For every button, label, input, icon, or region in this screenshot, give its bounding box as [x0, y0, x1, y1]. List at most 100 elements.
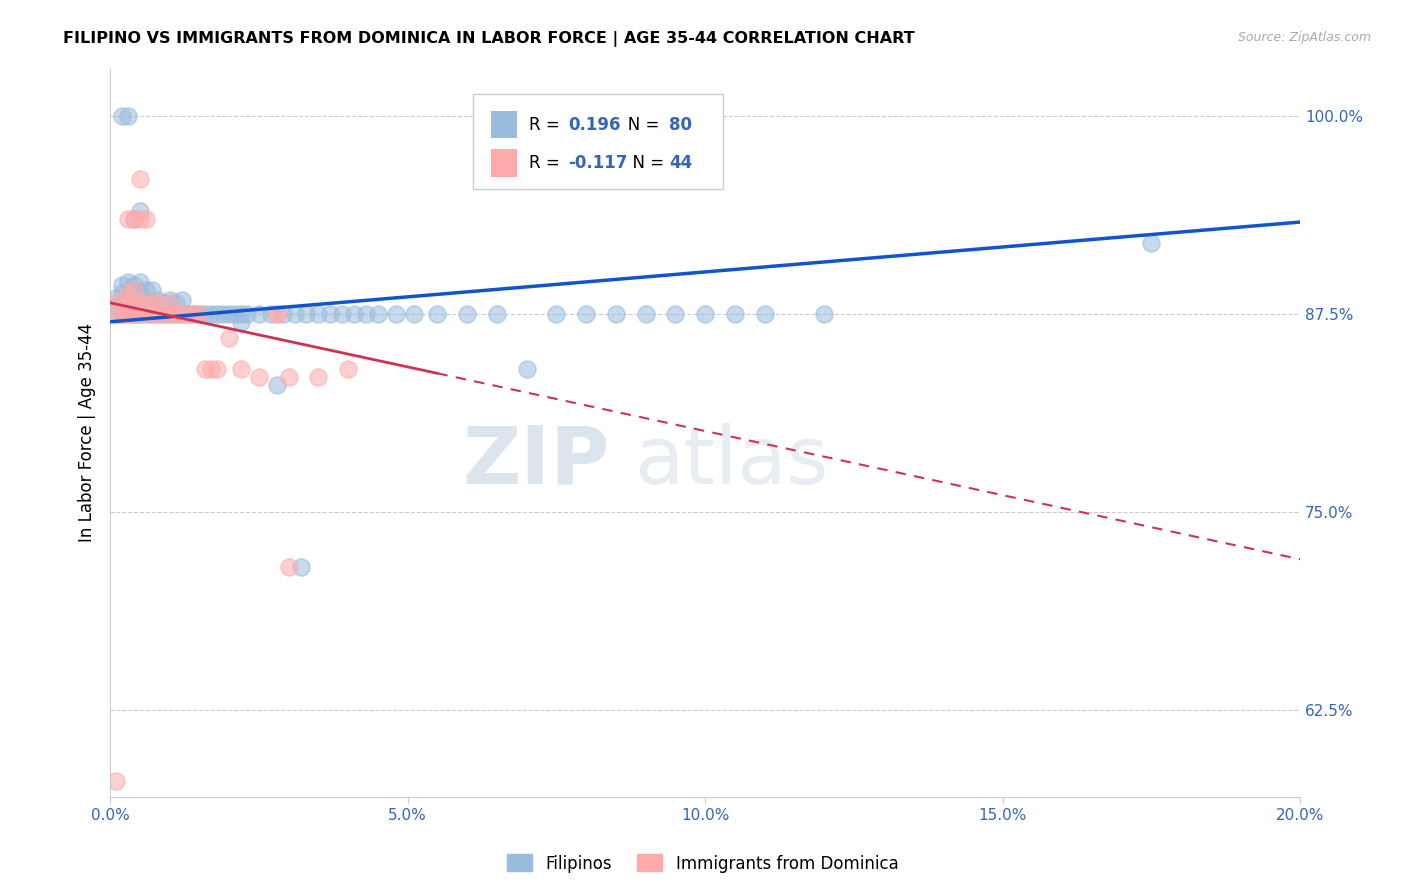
Point — [176, 307, 198, 321]
Point — [319, 307, 342, 321]
Point — [575, 307, 598, 321]
Point — [152, 307, 174, 321]
Point — [456, 307, 478, 321]
Point — [152, 295, 174, 310]
Point — [546, 307, 568, 321]
Point — [229, 315, 252, 329]
Text: atlas: atlas — [634, 423, 828, 500]
Point — [117, 286, 139, 301]
Point — [146, 293, 169, 307]
Point — [122, 283, 145, 297]
Point — [176, 307, 198, 321]
Point — [141, 295, 163, 310]
Point — [111, 109, 134, 123]
Point — [307, 307, 329, 321]
Point — [384, 307, 406, 321]
Point — [813, 307, 835, 321]
Point — [122, 278, 145, 293]
Legend: Filipinos, Immigrants from Dominica: Filipinos, Immigrants from Dominica — [501, 847, 905, 880]
Point — [122, 211, 145, 226]
Point — [105, 291, 128, 305]
Text: FILIPINO VS IMMIGRANTS FROM DOMINICA IN LABOR FORCE | AGE 35-44 CORRELATION CHAR: FILIPINO VS IMMIGRANTS FROM DOMINICA IN … — [63, 31, 915, 47]
Point — [183, 307, 205, 321]
Point — [1140, 235, 1163, 250]
Text: 80: 80 — [669, 116, 692, 134]
Point — [146, 307, 169, 321]
Point — [111, 295, 134, 310]
Point — [117, 109, 139, 123]
Point — [307, 370, 329, 384]
Point — [236, 307, 259, 321]
Point — [117, 307, 139, 321]
Point — [224, 307, 246, 321]
Text: R =: R = — [529, 116, 565, 134]
Point — [188, 307, 211, 321]
Point — [159, 293, 181, 307]
Point — [141, 295, 163, 310]
Point — [165, 307, 187, 321]
Point — [343, 307, 366, 321]
Point — [122, 286, 145, 301]
FancyBboxPatch shape — [491, 149, 517, 177]
Point — [122, 299, 145, 313]
Point — [135, 283, 157, 297]
Point — [117, 211, 139, 226]
Point — [152, 307, 174, 321]
Point — [105, 307, 128, 321]
Point — [200, 362, 222, 376]
Point — [117, 307, 139, 321]
Point — [170, 293, 193, 307]
Point — [117, 286, 139, 301]
Point — [605, 307, 627, 321]
Point — [122, 211, 145, 226]
Point — [117, 295, 139, 310]
Point — [212, 307, 235, 321]
Point — [277, 370, 299, 384]
Point — [634, 307, 657, 321]
Point — [188, 307, 211, 321]
Point — [277, 560, 299, 574]
Point — [165, 295, 187, 310]
Point — [207, 362, 229, 376]
Point — [194, 362, 217, 376]
Point — [218, 307, 240, 321]
Point — [135, 307, 157, 321]
Point — [105, 295, 128, 310]
Text: ZIP: ZIP — [463, 423, 610, 500]
Point — [207, 307, 229, 321]
Y-axis label: In Labor Force | Age 35-44: In Labor Force | Age 35-44 — [79, 323, 96, 542]
Point — [135, 295, 157, 310]
Point — [266, 307, 288, 321]
Point — [141, 307, 163, 321]
Point — [165, 307, 187, 321]
Point — [200, 307, 222, 321]
Text: Source: ZipAtlas.com: Source: ZipAtlas.com — [1237, 31, 1371, 45]
Point — [247, 307, 270, 321]
Point — [117, 275, 139, 289]
Point — [111, 307, 134, 321]
Point — [485, 307, 508, 321]
Point — [129, 211, 152, 226]
Text: N =: N = — [612, 116, 665, 134]
Point — [724, 307, 747, 321]
Point — [122, 307, 145, 321]
Point — [159, 307, 181, 321]
Text: R =: R = — [529, 154, 565, 172]
FancyBboxPatch shape — [472, 94, 723, 189]
Point — [170, 307, 193, 321]
Point — [111, 307, 134, 321]
Text: 0.196: 0.196 — [568, 116, 621, 134]
Point — [122, 307, 145, 321]
Point — [141, 307, 163, 321]
Point — [122, 295, 145, 310]
Point — [159, 307, 181, 321]
Point — [330, 307, 353, 321]
Point — [141, 283, 163, 297]
Point — [337, 362, 360, 376]
Point — [129, 307, 152, 321]
Point — [290, 560, 312, 574]
Point — [229, 362, 252, 376]
Point — [129, 172, 152, 186]
Point — [111, 278, 134, 293]
Point — [664, 307, 686, 321]
